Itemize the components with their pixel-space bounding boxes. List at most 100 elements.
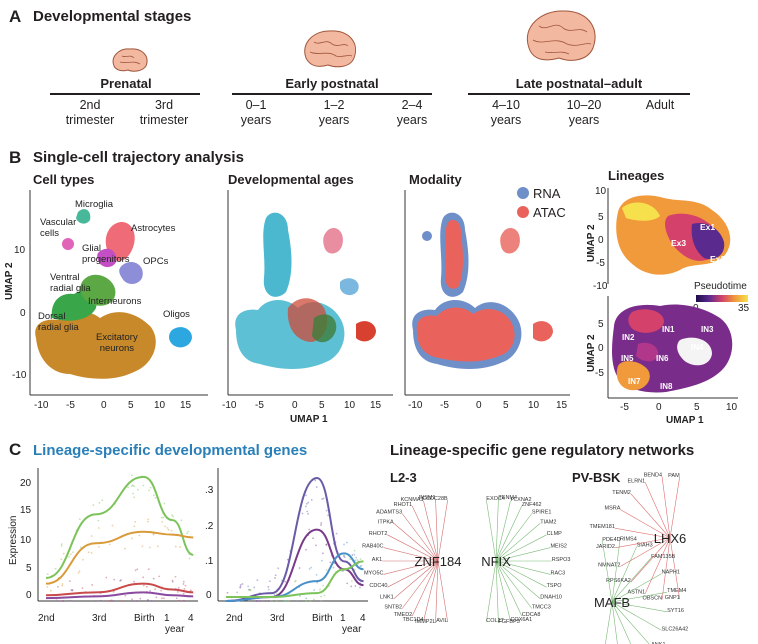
umap-cluster-vascular [62, 238, 74, 250]
data-point [110, 600, 112, 602]
lineage-label-in5: IN5 [621, 354, 634, 363]
data-point [98, 546, 100, 548]
data-point [320, 600, 323, 602]
data-point [62, 600, 65, 602]
network-edge [661, 537, 671, 600]
network-edge [495, 560, 523, 617]
data-point [247, 585, 250, 588]
data-point [62, 552, 65, 555]
umap-lineages-inhibitory [607, 296, 738, 399]
data-point [81, 587, 84, 590]
umap-cluster-excitatory [35, 311, 156, 379]
network-edge [393, 523, 439, 562]
network-edge [611, 591, 668, 603]
gene-label: AK1 [372, 557, 382, 563]
gene-label: PAM [668, 473, 680, 479]
data-point [239, 584, 242, 586]
gene-label: CDCA8 [522, 612, 541, 618]
network-edge [486, 560, 497, 623]
network-edge [630, 493, 671, 539]
data-point [288, 600, 291, 602]
stage-divider [50, 93, 200, 95]
series-line-purple [45, 591, 194, 600]
data-point [283, 600, 286, 602]
data-point [119, 580, 122, 582]
x-tick: 10 [528, 400, 540, 411]
label-ventral-radial-glia: Ventral radial glia [50, 272, 91, 294]
data-point [124, 547, 126, 550]
data-point [160, 597, 163, 600]
lineage-label-in1: IN1 [662, 325, 675, 334]
data-point [284, 580, 287, 583]
data-point [329, 561, 332, 564]
data-point [277, 567, 280, 570]
network-edge [611, 601, 618, 644]
label-oligos: Oligos [163, 309, 190, 320]
network-edge [495, 505, 523, 562]
network-edge [495, 513, 533, 562]
network-edge [495, 560, 499, 623]
data-point [187, 530, 190, 533]
data-point [305, 548, 308, 551]
data-point [146, 520, 149, 523]
data-point [171, 580, 174, 583]
stage-group-late-postnatal: Late postnatal–adult [515, 76, 643, 91]
y-tick: 10 [14, 245, 26, 256]
gene-label: COX6A1 [510, 617, 532, 623]
data-point [321, 552, 324, 555]
data-point [274, 577, 276, 579]
gene-label: TMED2 [394, 612, 413, 618]
data-point [267, 600, 270, 602]
data-point [257, 600, 260, 602]
stage-label: 10–20 years [566, 98, 602, 127]
brain-adult-icon [526, 10, 596, 61]
data-point [356, 559, 359, 561]
data-point [70, 589, 73, 591]
legend-rna-marker [517, 187, 529, 199]
stage-label: 2nd trimester [65, 98, 115, 127]
pseudotime-colorbar [696, 295, 748, 302]
pseudotime-max: 35 [738, 303, 750, 314]
y-tick: .3 [205, 485, 214, 496]
gene-label: ZNF462 [522, 502, 542, 508]
data-point [323, 594, 326, 597]
legend-atac-marker [517, 206, 529, 218]
x-tick: 15 [370, 400, 382, 411]
umap-lineages-excitatory [607, 188, 731, 284]
data-point [179, 546, 182, 548]
data-point [68, 555, 70, 558]
lineage-label-ex3: Ex3 [671, 238, 687, 248]
x-tick: 4 [360, 613, 366, 624]
data-point [182, 583, 185, 585]
panel-c-title-left: Lineage-specific developmental genes [33, 442, 308, 459]
data-point [141, 545, 144, 548]
gene-label: EXOC4 [486, 496, 505, 502]
x-tick: 5 [503, 400, 509, 411]
yaxis-title: UMAP 2 [4, 262, 15, 300]
data-point [149, 589, 152, 592]
data-point [97, 519, 100, 522]
data-point [138, 534, 141, 537]
data-point [188, 557, 191, 560]
network-edge [495, 499, 499, 562]
gene-label: SLC26A42 [662, 626, 689, 632]
data-point [319, 588, 321, 591]
stage-divider [468, 93, 690, 95]
stage-group-prenatal: Prenatal [100, 76, 152, 91]
lineage-label-in8: IN8 [660, 382, 673, 391]
data-point [253, 586, 256, 589]
x-tick: 3rd [270, 613, 285, 624]
y-tick: .1 [205, 556, 214, 567]
data-point [110, 599, 113, 602]
data-point [54, 567, 57, 570]
network-edge [602, 540, 613, 603]
lineage-label-ex1: Ex1 [700, 222, 716, 232]
x-tick: 10 [154, 400, 166, 411]
label-astrocytes: Astrocytes [131, 223, 176, 234]
data-point [72, 551, 74, 554]
network-edge [644, 537, 671, 594]
series-line-purple-high [225, 476, 364, 602]
data-point [354, 585, 357, 587]
data-point [176, 590, 179, 593]
